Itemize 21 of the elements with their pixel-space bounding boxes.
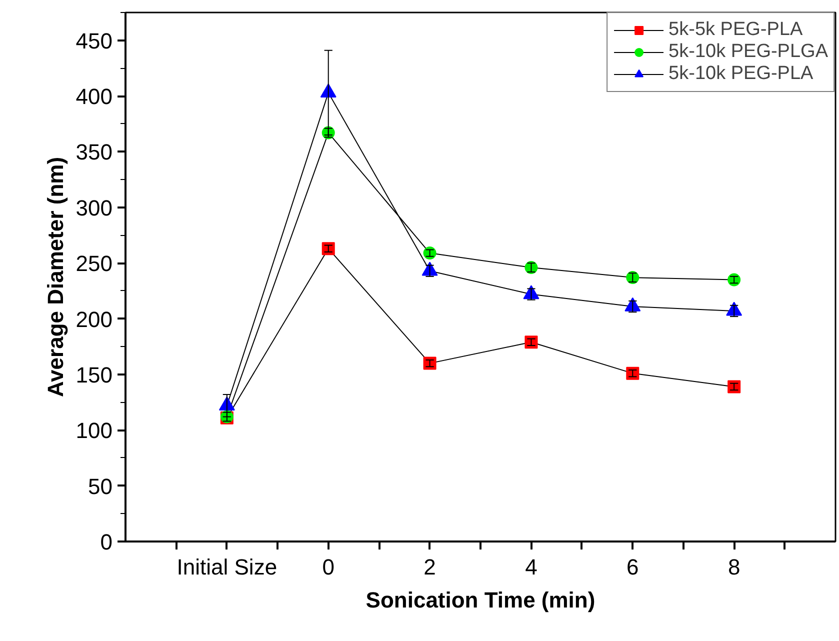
y-tick-label: 250 bbox=[76, 251, 113, 276]
y-tick-label: 50 bbox=[88, 474, 113, 499]
y-tick-label: 200 bbox=[76, 306, 113, 332]
legend-label: 5k-10k PEG-PLGA bbox=[668, 41, 828, 63]
y-tick-label: 450 bbox=[76, 28, 113, 54]
legend-label: 5k-5k PEG-PLA bbox=[668, 19, 803, 41]
legend-label: 5k-10k PEG-PLA bbox=[668, 63, 814, 85]
x-tick-label: Initial Size bbox=[176, 554, 278, 580]
y-tick-label: 350 bbox=[76, 140, 113, 165]
x-tick-label: 2 bbox=[424, 554, 436, 580]
y-tick-label: 0 bbox=[100, 530, 113, 554]
x-tick-label: 6 bbox=[626, 554, 639, 580]
y-tick-label: 300 bbox=[76, 195, 113, 220]
x-tick-label: 8 bbox=[728, 554, 740, 580]
y-tick-label: 100 bbox=[76, 418, 113, 444]
x-tick-label: 0 bbox=[322, 554, 334, 580]
x-tick-label: 4 bbox=[525, 554, 538, 580]
y-tick-label: 150 bbox=[76, 362, 113, 388]
y-axis-title: Average Diameter (nm) bbox=[42, 156, 68, 398]
x-axis-title: Sonication Time (min) bbox=[366, 588, 596, 612]
y-tick-label: 400 bbox=[76, 84, 113, 110]
